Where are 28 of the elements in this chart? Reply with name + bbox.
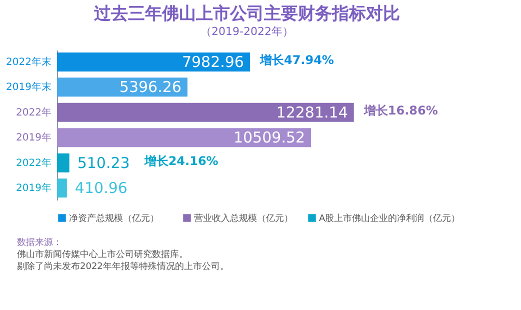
source-note: 数据来源： [17,237,62,248]
chart-subtitle: （2019-2022年） [200,25,294,38]
data-label: 5396.26 [119,78,182,96]
y-tick-label: 2022年 [16,106,52,118]
text: 增长16.86% [362,103,438,118]
data-label: 410.96 [74,179,128,198]
annotation: 增长24.16% [143,154,218,168]
bar [57,153,70,172]
data-label: 10509.52 [233,128,306,147]
legend-label: A股上市佛山企业的净利润（亿元） [319,213,460,224]
bar [57,128,312,148]
legend-label: 营业收入总规模（亿元） [194,213,293,224]
annotation: 增长47.94% [258,52,334,67]
bar [57,178,67,198]
bar [57,52,250,72]
data-label: 7982.96 [182,52,244,71]
text: 剔除了尚未发布2022年年报等特殊情况的上市公司。 [17,261,229,272]
text: 佛山市新闻传媒中心上市公司研究数据库。 [17,249,188,260]
y-tick-label: 2019年 [16,132,52,144]
y-tick-label: 2019年 [16,182,52,194]
data-label: 12281.14 [276,103,348,122]
bar [57,102,354,122]
data-label: 510.23 [77,154,130,172]
y-tick-label: 2022年末 [6,56,52,68]
y-tick-label: 2022年 [16,156,52,169]
legend-label: 净资产总规模（亿元） [69,213,159,224]
chart-title: 过去三年佛山上市公司主要财务指标对比 [93,4,400,24]
y-tick-label: 2019年末 [6,81,52,94]
